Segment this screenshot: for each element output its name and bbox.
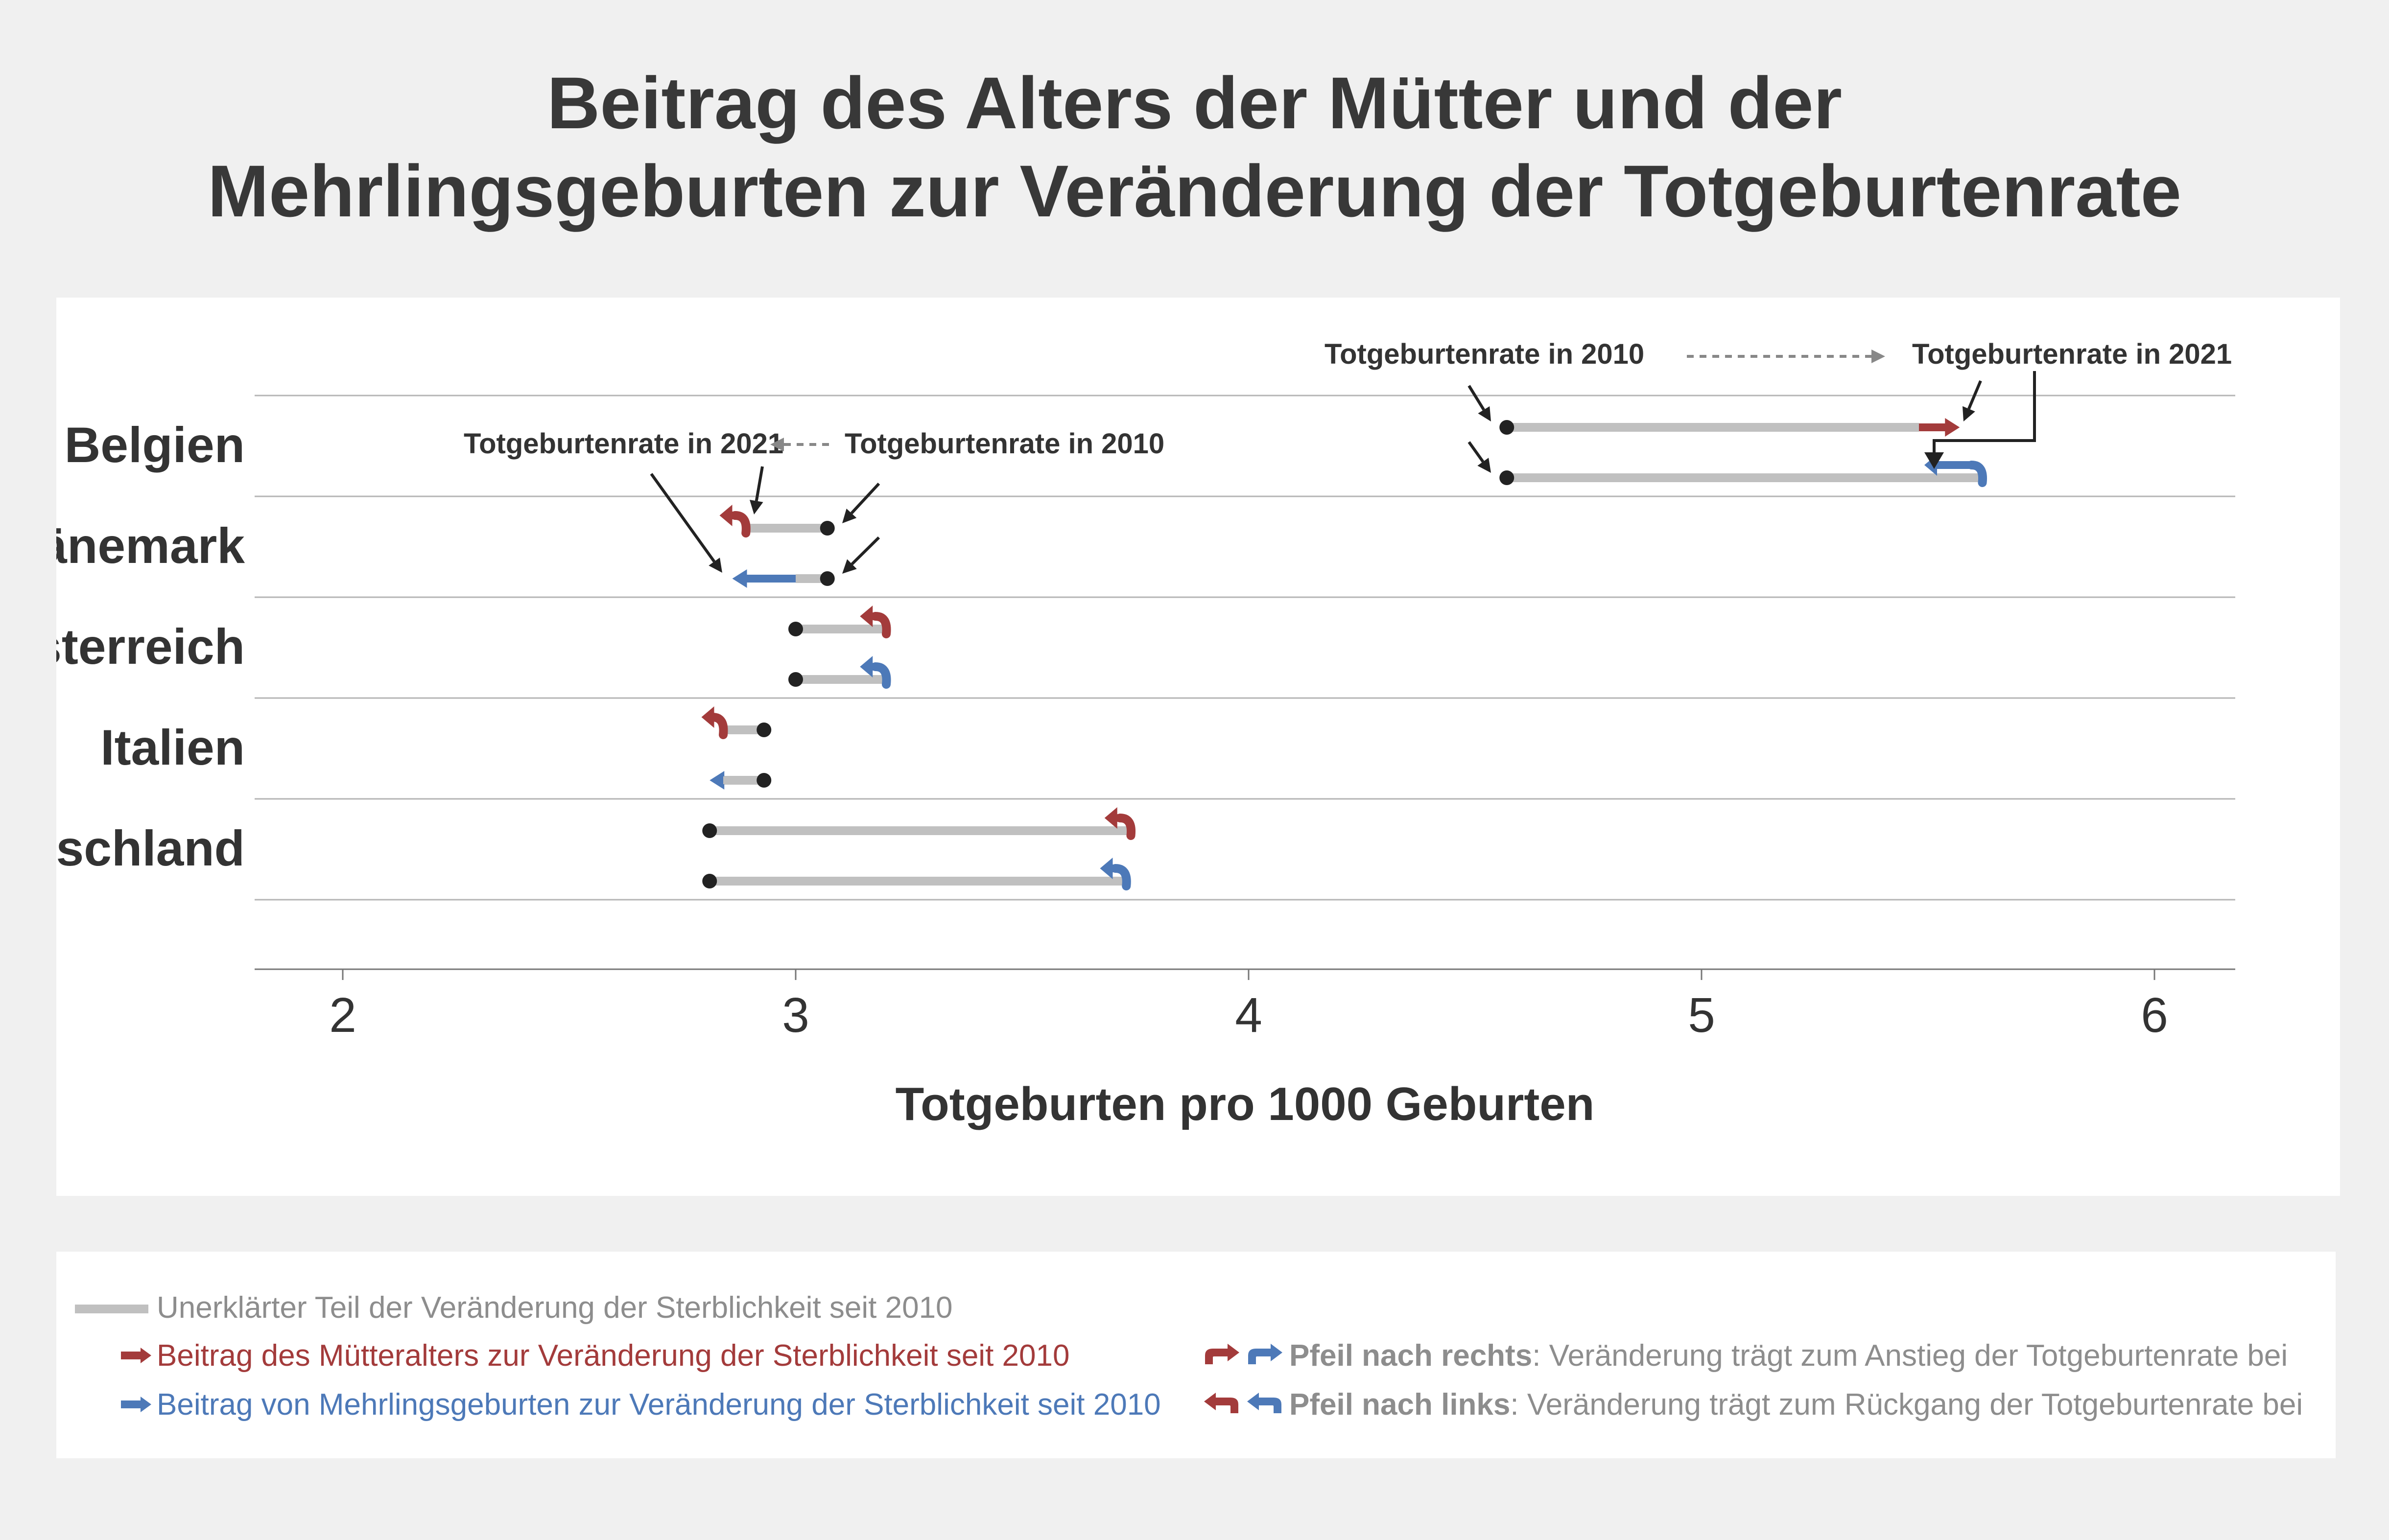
- country-label: Deutschland: [56, 820, 245, 876]
- rate-2010-dot: [702, 823, 717, 838]
- country-label: Belgien: [65, 417, 245, 473]
- rate-2010-dot: [788, 672, 803, 687]
- rate-2010-dot: [1499, 420, 1514, 435]
- rate-2010-dot: [757, 773, 771, 788]
- country-label: Italien: [100, 720, 245, 775]
- legend-arrow-right-bold: Pfeil nach rechts: [1289, 1339, 1532, 1373]
- annotation-arrow-belgien-dot1-line: [1469, 386, 1484, 410]
- multiple-births-arrow-head: [1100, 858, 1113, 879]
- rate-2010-dot: [820, 571, 835, 586]
- maternal-age-arrow: [1919, 418, 1960, 437]
- legend-hook-left-blue-icon: [1245, 1392, 1284, 1416]
- rate-2010-dot: [788, 622, 803, 636]
- annotation-belgien-2010: Totgeburtenrate in 2010: [1325, 338, 1644, 370]
- maternal-age-arrow-curve: [735, 515, 746, 533]
- x-axis-title: Totgeburten pro 1000 Geburten: [896, 1078, 1595, 1130]
- legend-arrow-left: Pfeil nach links: Veränderung trägt zum …: [1289, 1388, 2303, 1422]
- legend-blue-arrow-icon: [120, 1395, 154, 1414]
- annotation-arrow-daenemark-dot2-line: [852, 537, 879, 564]
- rate-2010-dot: [702, 874, 717, 888]
- maternal-age-arrow-head: [720, 505, 733, 526]
- chart-title-line-1: Beitrag des Alters der Mütter und der: [0, 59, 2389, 147]
- chart-title-line-2: Mehrlingsgeburten zur Veränderung der To…: [0, 147, 2389, 235]
- legend-maternal-age: Beitrag des Mütteralters zur Veränderung…: [157, 1339, 1069, 1373]
- annotation-arrow-belgien-dot2-line: [1469, 442, 1483, 462]
- legend-arrow-left-text: : Veränderung trägt zum Rückgang der Tot…: [1510, 1388, 2303, 1422]
- rate-2010-dot: [820, 521, 835, 536]
- multiple-births-arrow: [710, 771, 724, 790]
- annotation-arrow-daenemark-tip2-head: [709, 558, 722, 573]
- legend: Unerklärter Teil der Veränderung der Ste…: [56, 1252, 2336, 1458]
- legend-unexplained: Unerklärter Teil der Veränderung der Ste…: [157, 1291, 953, 1325]
- legend-arrow-right-text: : Veränderung trägt zum Anstieg der Totg…: [1532, 1339, 2288, 1373]
- annotation-daenemark-2021: Totgeburtenrate in 2021: [464, 428, 783, 460]
- x-tick-label: 2: [329, 988, 356, 1043]
- country-label: Dänemark: [56, 518, 245, 574]
- annotation-arrow-daenemark-tip2-line: [651, 474, 714, 561]
- dumbbell-chart: 2 3 4 5 6 Totgeburten pro 1000 Geburten Belgie…: [56, 298, 2340, 1196]
- x-tick-label: 3: [782, 988, 809, 1043]
- multiple-births-arrow: [733, 569, 796, 588]
- x-tick-label: 6: [2141, 988, 2168, 1043]
- legend-hook-right-blue-icon: [1245, 1343, 1284, 1367]
- annotation-arrow-daenemark-tip1-head: [750, 500, 763, 514]
- legend-hook-right-red-icon: [1202, 1343, 1241, 1367]
- rate-2010-dot: [757, 723, 771, 737]
- annotation-arrow-daenemark-dot1-line: [852, 484, 879, 513]
- annotation-belgien-2021: Totgeburtenrate in 2021: [1912, 338, 2232, 370]
- maternal-age-arrow-head: [860, 606, 873, 627]
- rate-2010-dot: [1499, 470, 1514, 485]
- country-label: Österreich: [56, 619, 245, 675]
- annotation-elbow-line: [1934, 371, 2034, 453]
- maternal-age-arrow-head: [702, 706, 714, 728]
- chart-title: Beitrag des Alters der Mütter und der Me…: [0, 59, 2389, 235]
- legend-gray-bar-icon: [75, 1301, 148, 1315]
- multiple-births-arrow-head: [860, 656, 873, 677]
- legend-arrow-right: Pfeil nach rechts: Veränderung trägt zum…: [1289, 1339, 2288, 1373]
- x-tick-label: 4: [1235, 988, 1262, 1043]
- maternal-age-arrow-head: [1105, 807, 1117, 829]
- legend-red-arrow-icon: [120, 1346, 154, 1365]
- chart-panel: 2 3 4 5 6 Totgeburten pro 1000 Geburten Belgie…: [56, 298, 2340, 1196]
- annotation-dashed-arrow-right-head: [1871, 350, 1885, 363]
- annotation-arrow-belgien-dot2-head: [1477, 458, 1491, 473]
- legend-hook-left-red-icon: [1202, 1392, 1241, 1416]
- legend-arrow-left-bold: Pfeil nach links: [1289, 1388, 1510, 1422]
- x-tick-label: 5: [1688, 988, 1715, 1043]
- annotation-daenemark-2010: Totgeburtenrate in 2010: [845, 428, 1164, 460]
- legend-multiple-births: Beitrag von Mehrlingsgeburten zur Veränd…: [157, 1388, 1161, 1422]
